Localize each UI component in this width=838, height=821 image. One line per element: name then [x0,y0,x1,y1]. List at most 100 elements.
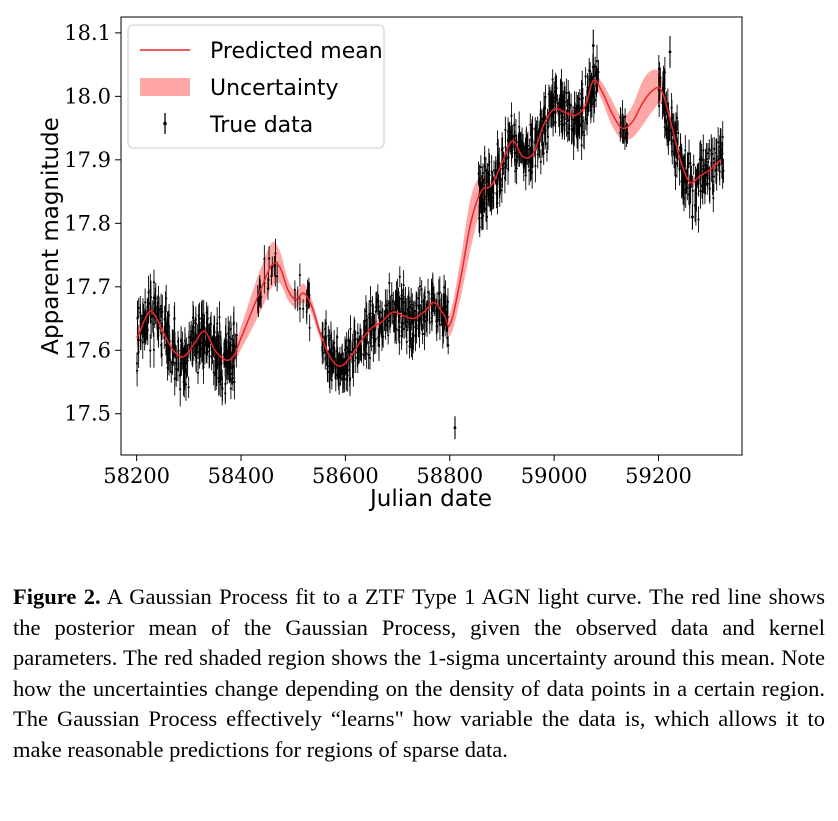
data-point [348,377,352,380]
data-point [374,310,377,313]
data-point [166,366,169,370]
data-point [388,281,391,285]
data-point [529,159,532,162]
data-point [154,306,157,309]
data-point [364,344,367,347]
data-point [675,162,679,165]
data-point [487,173,491,176]
data-point [391,309,394,312]
data-point [400,334,403,337]
data-point [589,109,592,112]
data-point [693,204,697,207]
data-point [160,343,163,347]
data-point [274,274,277,278]
data-point [339,368,342,372]
light-curve-chart: 58200 58400 58600 58800 59000 59200 17.517.61… [38,16,743,512]
data-point [405,311,408,315]
data-point [403,311,406,314]
data-point [534,128,537,131]
data-point [580,107,583,110]
data-point [402,283,405,287]
data-point [565,122,568,125]
data-point [481,172,485,175]
data-point [197,328,200,331]
data-point [192,319,195,322]
data-point [144,324,147,327]
data-point [442,329,445,332]
data-point [229,387,233,390]
y-tick-label: 17.7 [64,275,111,299]
data-point [360,352,363,356]
data-point [721,158,724,161]
data-point [149,296,153,299]
data-point [446,315,449,319]
data-point [135,369,139,372]
data-point [159,319,162,322]
data-point [556,102,559,105]
data-point [172,340,176,343]
data-point [212,371,215,374]
data-point [423,320,427,323]
data-point [506,167,510,170]
data-point [298,307,302,310]
data-point [349,327,352,331]
data-point [346,374,349,377]
data-point [376,298,379,301]
data-point [229,366,232,369]
data-point [362,354,365,357]
y-tick-label: 17.8 [64,211,111,235]
data-point [298,273,301,277]
data-point [705,157,708,161]
data-point [573,117,577,120]
data-point [408,306,411,309]
data-point [492,169,496,172]
data-point [321,349,324,352]
data-point [324,327,327,331]
data-point [619,121,622,124]
predicted-mean-line [136,79,722,367]
data-point [501,173,504,176]
data-point [379,311,382,314]
y-axis-title: Apparent magnitude [38,117,64,354]
data-point [409,303,413,306]
data-point [308,326,311,329]
data-point [219,362,222,365]
data-point [671,150,674,153]
data-point [484,169,487,172]
data-point [183,371,186,374]
data-point [420,316,423,319]
data-point [713,147,716,151]
data-point [392,300,395,303]
data-point [364,309,368,313]
data-point [689,162,692,165]
data-point [189,336,192,339]
data-point [511,145,514,148]
data-point [173,317,176,320]
data-point [326,367,329,370]
data-point [410,345,413,349]
data-point [692,163,695,166]
legend-label-mean: Predicted mean [210,39,383,64]
data-point [418,285,422,288]
data-point [409,333,412,336]
data-point [514,170,517,173]
data-point [492,191,495,194]
data-point [446,336,449,340]
data-point [228,353,232,356]
data-point [584,75,587,78]
data-point [657,67,660,71]
data-point [664,121,667,124]
data-point [172,354,175,357]
data-point [293,288,296,291]
data-point [677,131,680,135]
data-point [661,82,665,86]
data-point [541,131,544,135]
data-point [718,145,721,148]
data-point [543,128,546,131]
data-point [367,316,371,319]
legend-swatch-uncertainty [140,78,190,96]
data-point [390,294,393,297]
data-point [178,374,182,377]
x-tick-label: 58200 [103,464,170,488]
y-tick-label: 17.6 [64,338,111,362]
